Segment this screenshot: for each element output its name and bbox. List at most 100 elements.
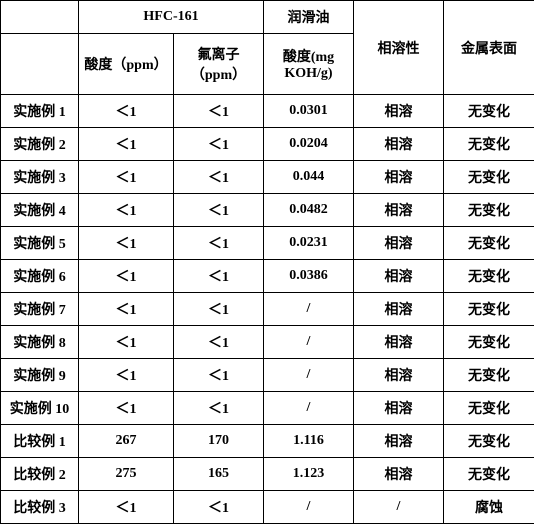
cell-lubAcid: / <box>264 491 354 524</box>
cell-label: 实施例 8 <box>1 326 79 359</box>
cell-fluoride: ＜1 <box>174 128 264 161</box>
cell-compat: 相溶 <box>354 194 444 227</box>
cell-acidity: ＜1 <box>79 227 174 260</box>
cell-fluoride: 165 <box>174 458 264 491</box>
cell-label: 实施例 6 <box>1 260 79 293</box>
cell-metal: 无变化 <box>444 293 534 326</box>
cell-acidity: ＜1 <box>79 359 174 392</box>
cell-compat: 相溶 <box>354 260 444 293</box>
cell-metal: 无变化 <box>444 359 534 392</box>
cell-lubAcid: 1.116 <box>264 425 354 458</box>
table-row: 比较例 3＜1＜1//腐蚀 <box>1 491 534 524</box>
cell-fluoride: ＜1 <box>174 194 264 227</box>
cell-compat: 相溶 <box>354 161 444 194</box>
cell-label: 比较例 3 <box>1 491 79 524</box>
table-row: 比较例 22751651.123相溶无变化 <box>1 458 534 491</box>
cell-lubAcid: 0.0482 <box>264 194 354 227</box>
cell-compat: 相溶 <box>354 293 444 326</box>
cell-compat: 相溶 <box>354 425 444 458</box>
compatibility-header: 相溶性 <box>354 1 444 95</box>
cell-metal: 无变化 <box>444 227 534 260</box>
cell-label: 实施例 1 <box>1 95 79 128</box>
cell-fluoride: ＜1 <box>174 491 264 524</box>
cell-metal: 无变化 <box>444 128 534 161</box>
acidity-mg-header: 酸度(mg KOH/g) <box>264 34 354 95</box>
cell-metal: 无变化 <box>444 194 534 227</box>
cell-metal: 无变化 <box>444 161 534 194</box>
cell-fluoride: 170 <box>174 425 264 458</box>
cell-lubAcid: / <box>264 359 354 392</box>
table-row: 实施例 7＜1＜1/相溶无变化 <box>1 293 534 326</box>
cell-fluoride: ＜1 <box>174 392 264 425</box>
cell-metal: 无变化 <box>444 95 534 128</box>
table-row: 实施例 3＜1＜10.044相溶无变化 <box>1 161 534 194</box>
cell-label: 实施例 9 <box>1 359 79 392</box>
cell-fluoride: ＜1 <box>174 359 264 392</box>
header-row-1: HFC-161 润滑油 相溶性 金属表面 <box>1 1 534 34</box>
cell-fluoride: ＜1 <box>174 161 264 194</box>
cell-acidity: ＜1 <box>79 161 174 194</box>
table-row: 实施例 9＜1＜1/相溶无变化 <box>1 359 534 392</box>
table-row: 实施例 8＜1＜1/相溶无变化 <box>1 326 534 359</box>
cell-lubAcid: / <box>264 326 354 359</box>
cell-label: 实施例 3 <box>1 161 79 194</box>
cell-acidity: ＜1 <box>79 95 174 128</box>
cell-metal: 无变化 <box>444 425 534 458</box>
table-row: 实施例 2＜1＜10.0204相溶无变化 <box>1 128 534 161</box>
table-row: 实施例 6＜1＜10.0386相溶无变化 <box>1 260 534 293</box>
cell-lubAcid: 0.0204 <box>264 128 354 161</box>
cell-label: 比较例 2 <box>1 458 79 491</box>
cell-fluoride: ＜1 <box>174 95 264 128</box>
cell-acidity: ＜1 <box>79 326 174 359</box>
cell-label: 实施例 2 <box>1 128 79 161</box>
cell-label: 实施例 5 <box>1 227 79 260</box>
cell-compat: 相溶 <box>354 95 444 128</box>
cell-metal: 腐蚀 <box>444 491 534 524</box>
cell-compat: 相溶 <box>354 392 444 425</box>
cell-acidity: 275 <box>79 458 174 491</box>
cell-metal: 无变化 <box>444 392 534 425</box>
cell-acidity: ＜1 <box>79 293 174 326</box>
cell-lubAcid: 0.0386 <box>264 260 354 293</box>
cell-acidity: 267 <box>79 425 174 458</box>
cell-compat: 相溶 <box>354 326 444 359</box>
fluoride-header: 氟离子（ppm） <box>174 34 264 95</box>
cell-compat: 相溶 <box>354 227 444 260</box>
cell-metal: 无变化 <box>444 260 534 293</box>
cell-label: 实施例 10 <box>1 392 79 425</box>
acidity-ppm-header: 酸度（ppm） <box>79 34 174 95</box>
blank-header-2 <box>1 34 79 95</box>
cell-label: 实施例 4 <box>1 194 79 227</box>
table-row: 实施例 5＜1＜10.0231相溶无变化 <box>1 227 534 260</box>
cell-compat: / <box>354 491 444 524</box>
cell-lubAcid: 1.123 <box>264 458 354 491</box>
cell-acidity: ＜1 <box>79 260 174 293</box>
cell-acidity: ＜1 <box>79 392 174 425</box>
cell-compat: 相溶 <box>354 458 444 491</box>
cell-compat: 相溶 <box>354 128 444 161</box>
cell-compat: 相溶 <box>354 359 444 392</box>
cell-fluoride: ＜1 <box>174 227 264 260</box>
cell-metal: 无变化 <box>444 326 534 359</box>
cell-acidity: ＜1 <box>79 491 174 524</box>
cell-fluoride: ＜1 <box>174 260 264 293</box>
data-table: HFC-161 润滑油 相溶性 金属表面 酸度（ppm） 氟离子（ppm） 酸度… <box>0 0 534 524</box>
cell-lubAcid: / <box>264 293 354 326</box>
table-row: 实施例 1＜1＜10.0301相溶无变化 <box>1 95 534 128</box>
cell-acidity: ＜1 <box>79 194 174 227</box>
cell-lubAcid: / <box>264 392 354 425</box>
cell-fluoride: ＜1 <box>174 293 264 326</box>
cell-lubAcid: 0.0301 <box>264 95 354 128</box>
table-row: 实施例 4＜1＜10.0482相溶无变化 <box>1 194 534 227</box>
cell-metal: 无变化 <box>444 458 534 491</box>
cell-label: 比较例 1 <box>1 425 79 458</box>
cell-label: 实施例 7 <box>1 293 79 326</box>
hfc-header: HFC-161 <box>79 1 264 34</box>
lubricant-header: 润滑油 <box>264 1 354 34</box>
table-row: 实施例 10＜1＜1/相溶无变化 <box>1 392 534 425</box>
cell-lubAcid: 0.0231 <box>264 227 354 260</box>
table-row: 比较例 12671701.116相溶无变化 <box>1 425 534 458</box>
blank-header <box>1 1 79 34</box>
metal-surface-header: 金属表面 <box>444 1 534 95</box>
cell-lubAcid: 0.044 <box>264 161 354 194</box>
